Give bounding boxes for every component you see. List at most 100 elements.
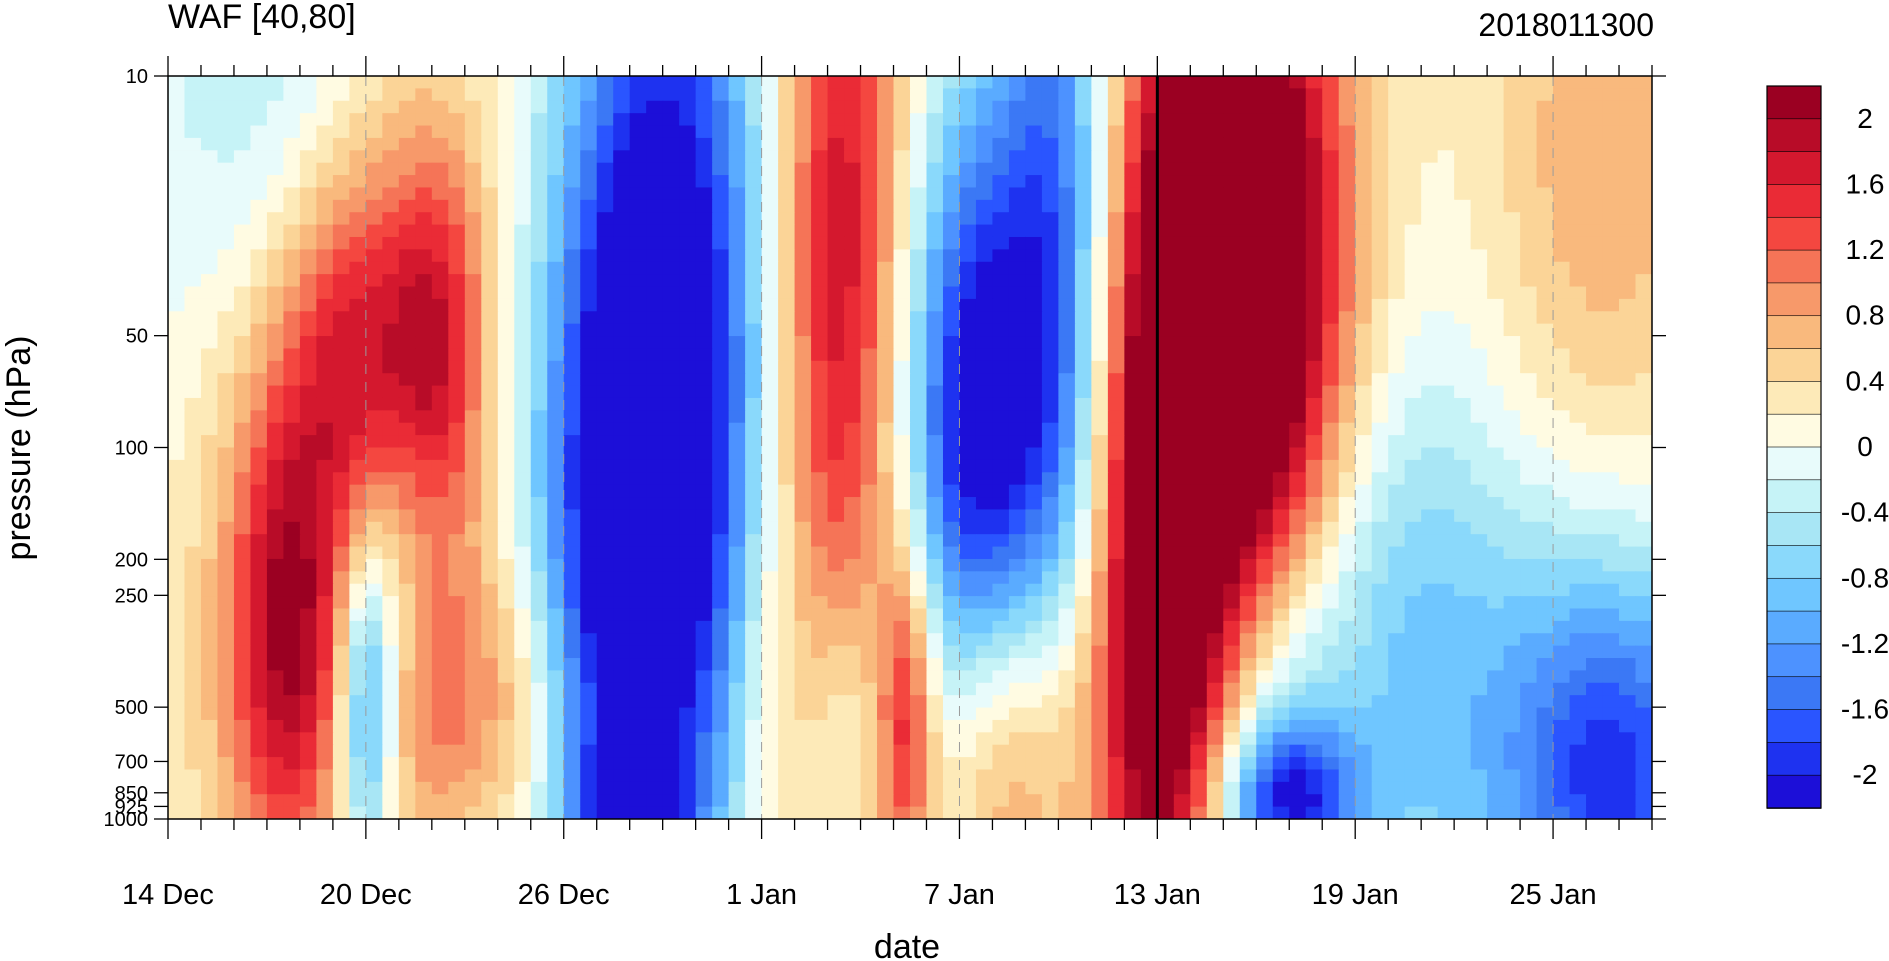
- contour-cell: [1190, 459, 1208, 473]
- contour-cell: [514, 682, 532, 696]
- contour-cell: [1388, 385, 1406, 399]
- contour-cell: [1041, 546, 1059, 560]
- contour-cell: [1470, 187, 1488, 201]
- contour-cell: [811, 212, 829, 226]
- contour-cell: [332, 546, 350, 560]
- contour-cell: [926, 76, 944, 89]
- contour-cell: [942, 286, 961, 300]
- contour-cell: [1223, 286, 1241, 300]
- contour-cell: [1388, 175, 1406, 189]
- contour-cell: [382, 236, 400, 250]
- contour-cell: [827, 534, 845, 548]
- contour-cell: [431, 88, 449, 102]
- contour-cell: [1355, 137, 1373, 151]
- contour-cell: [926, 88, 944, 102]
- contour-cell: [1520, 658, 1538, 671]
- contour-cell: [1371, 645, 1389, 659]
- contour-cell: [1107, 459, 1125, 473]
- contour-cell: [1454, 249, 1472, 263]
- contour-cell: [580, 125, 598, 139]
- contour-cell: [613, 348, 631, 362]
- contour-cell: [168, 236, 186, 250]
- contour-cell: [893, 447, 911, 461]
- contour-cell: [860, 187, 878, 201]
- contour-cell: [530, 125, 548, 139]
- contour-cell: [448, 447, 466, 461]
- contour-cell: [1454, 682, 1472, 696]
- contour-cell: [1239, 608, 1257, 622]
- contour-cell: [728, 261, 746, 275]
- contour-cell: [1173, 521, 1191, 535]
- contour-cell: [1487, 459, 1505, 473]
- contour-cell: [481, 175, 499, 189]
- contour-cell: [975, 125, 994, 139]
- contour-cell: [530, 187, 548, 201]
- contour-cell: [332, 497, 350, 511]
- contour-cell: [1421, 695, 1439, 709]
- contour-cell: [299, 88, 317, 102]
- contour-cell: [1140, 484, 1158, 498]
- contour-cell: [695, 113, 713, 127]
- contour-cell: [662, 658, 680, 671]
- contour-cell: [1619, 707, 1637, 721]
- contour-cell: [1569, 187, 1587, 201]
- contour-cell: [1140, 497, 1158, 511]
- contour-cell: [596, 298, 614, 312]
- contour-cell: [728, 658, 746, 671]
- contour-cell: [431, 534, 449, 548]
- contour-cell: [1503, 558, 1521, 572]
- contour-cell: [844, 150, 862, 164]
- contour-cell: [1206, 261, 1224, 275]
- contour-cell: [1157, 670, 1175, 684]
- contour-cell: [1355, 373, 1373, 387]
- contour-cell: [233, 199, 252, 213]
- contour-cell: [1124, 645, 1142, 659]
- contour-cell: [1404, 744, 1422, 758]
- contour-cell: [695, 546, 713, 560]
- contour-cell: [959, 608, 977, 622]
- contour-cell: [200, 521, 219, 535]
- contour-cell: [1470, 521, 1488, 535]
- contour-cell: [1569, 670, 1587, 684]
- contour-cell: [1107, 274, 1125, 288]
- contour-cell: [332, 757, 350, 771]
- contour-cell: [1206, 744, 1224, 758]
- contour-cell: [1553, 360, 1571, 374]
- contour-cell: [942, 88, 961, 102]
- contour-cell: [200, 360, 219, 374]
- contour-cell: [844, 571, 862, 585]
- contour-cell: [1223, 497, 1241, 511]
- contour-cell: [1619, 113, 1637, 127]
- contour-cell: [233, 435, 252, 449]
- contour-cell: [1305, 435, 1323, 449]
- contour-cell: [464, 162, 482, 176]
- contour-cell: [349, 236, 367, 250]
- contour-cell: [794, 348, 812, 362]
- contour-cell: [349, 76, 367, 89]
- contour-cell: [514, 484, 532, 498]
- contour-cell: [1305, 744, 1323, 758]
- contour-cell: [250, 534, 268, 548]
- contour-cell: [1569, 261, 1587, 275]
- contour-cell: [365, 484, 383, 498]
- contour-cell: [184, 261, 202, 275]
- contour-cell: [200, 447, 219, 461]
- contour-cell: [959, 150, 977, 164]
- contour-cell: [992, 447, 1010, 461]
- contour-cell: [1404, 373, 1422, 387]
- contour-cell: [1140, 658, 1158, 671]
- contour-cell: [1536, 534, 1554, 548]
- contour-cell: [712, 137, 730, 151]
- contour-cell: [1322, 695, 1340, 709]
- contour-cell: [497, 348, 515, 362]
- contour-cell: [1470, 645, 1488, 659]
- contour-cell: [893, 509, 911, 523]
- contour-cell: [250, 336, 268, 350]
- contour-cell: [910, 596, 928, 610]
- contour-cell: [481, 373, 499, 387]
- contour-cell: [1355, 459, 1373, 473]
- contour-cell: [844, 670, 862, 684]
- contour-cell: [233, 645, 252, 659]
- contour-cell: [1272, 397, 1290, 411]
- contour-cell: [1338, 298, 1356, 312]
